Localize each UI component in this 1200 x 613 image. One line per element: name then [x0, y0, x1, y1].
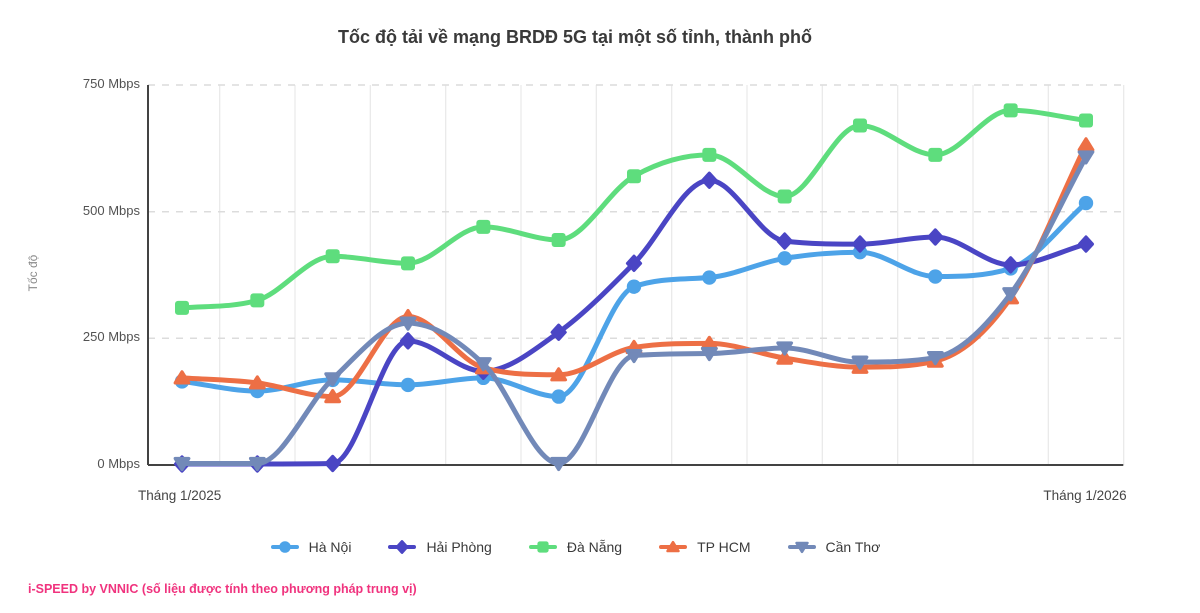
series-line-can-tho[interactable]	[179, 154, 1089, 467]
legend-label-tp-hcm: TP HCM	[697, 539, 751, 555]
legend: Hà Nội Hải Phòng Đà Nẵng TP HCM Cần Thơ	[0, 539, 1150, 555]
series-line-ha-noi[interactable]	[179, 200, 1089, 400]
legend-item-hai-phong[interactable]: Hải Phòng	[387, 539, 492, 555]
series-da-nang	[175, 103, 1093, 315]
point-ha-noi-6[interactable]	[626, 279, 642, 294]
chart-title: Tốc độ tải về mạng BRDĐ 5G tại một số tỉ…	[337, 27, 812, 47]
point-ha-noi-12[interactable]	[1078, 195, 1094, 211]
point-can-tho-8[interactable]	[776, 341, 794, 356]
point-can-tho-9[interactable]	[851, 355, 869, 370]
point-da-nang-8[interactable]	[777, 189, 792, 204]
point-tp-hcm-2[interactable]	[324, 389, 342, 404]
point-da-nang-5[interactable]	[551, 233, 566, 248]
point-can-tho-5[interactable]	[550, 456, 568, 472]
legend-label-ha-noi: Hà Nội	[308, 539, 352, 555]
legend-shape-da-nang[interactable]	[537, 541, 549, 553]
legend-item-can-tho[interactable]: Cần Thơ	[787, 539, 881, 555]
y-tick-500: 500 Mbps	[82, 203, 140, 218]
legend-item-ha-noi[interactable]: Hà Nội	[270, 539, 352, 555]
legend-label-can-tho: Cần Thơ	[825, 539, 881, 555]
series-ha-noi	[174, 195, 1094, 404]
point-hai-phong-11[interactable]	[1002, 256, 1019, 274]
point-da-nang-4[interactable]	[476, 219, 491, 234]
point-ha-noi-5[interactable]	[551, 389, 566, 404]
point-can-tho-12[interactable]	[1077, 150, 1095, 165]
point-can-tho-1[interactable]	[248, 456, 266, 472]
point-can-tho-11[interactable]	[1002, 287, 1020, 302]
point-can-tho-3[interactable]	[399, 316, 417, 331]
point-can-tho-0[interactable]	[173, 456, 191, 472]
point-hai-phong-5[interactable]	[550, 323, 567, 341]
legend-label-hai-phong: Hải Phòng	[426, 539, 492, 555]
legend-shape-can-tho[interactable]	[794, 541, 809, 554]
point-can-tho-6[interactable]	[625, 348, 643, 364]
point-da-nang-0[interactable]	[175, 300, 189, 315]
hai-phong-legend-marker-icon	[388, 540, 417, 554]
point-ha-noi-3[interactable]	[400, 377, 416, 393]
point-ha-noi-8[interactable]	[777, 251, 792, 266]
point-hai-phong-8[interactable]	[776, 232, 793, 250]
point-can-tho-7[interactable]	[700, 346, 718, 362]
point-tp-hcm-8[interactable]	[776, 350, 794, 365]
point-tp-hcm-12[interactable]	[1077, 137, 1095, 152]
point-da-nang-12[interactable]	[1078, 113, 1093, 128]
vertical-gridlines	[219, 85, 1125, 465]
point-da-nang-11[interactable]	[1003, 103, 1018, 118]
legend-shape-tp-hcm[interactable]	[666, 540, 680, 553]
point-hai-phong-9[interactable]	[851, 235, 869, 253]
point-hai-phong-6[interactable]	[625, 254, 643, 273]
legend-label-da-nang: Đà Nẵng	[566, 539, 623, 555]
footer-attribution: i-SPEED by VNNIC (số liệu được tính theo…	[28, 582, 417, 596]
tp-hcm-legend-marker-icon	[659, 540, 688, 553]
series-hai-phong	[173, 171, 1095, 473]
point-da-nang-3[interactable]	[400, 256, 415, 271]
point-hai-phong-3[interactable]	[399, 332, 417, 350]
series-can-tho	[173, 150, 1095, 472]
horizontal-gridlines	[148, 84, 1124, 340]
y-tick-750: 750 Mbps	[82, 76, 140, 91]
legend-shape-hai-phong[interactable]	[395, 540, 409, 554]
point-hai-phong-2[interactable]	[324, 454, 341, 473]
point-tp-hcm-1[interactable]	[248, 375, 266, 390]
point-can-tho-4[interactable]	[474, 357, 492, 372]
y-tick-0: 0 Mbps	[97, 456, 140, 471]
point-hai-phong-10[interactable]	[927, 228, 944, 246]
legend-item-tp-hcm[interactable]: TP HCM	[658, 539, 751, 555]
point-da-nang-7[interactable]	[702, 147, 717, 162]
da-nang-legend-marker-icon	[528, 541, 557, 553]
point-ha-noi-10[interactable]	[928, 269, 943, 284]
can-tho-legend-marker-icon	[787, 541, 816, 554]
point-da-nang-1[interactable]	[250, 293, 265, 308]
point-can-tho-2[interactable]	[324, 372, 342, 387]
point-ha-noi-7[interactable]	[702, 270, 717, 285]
x-label-end: Tháng 1/2026	[1043, 488, 1127, 503]
y-tick-250: 250 Mbps	[82, 329, 140, 344]
ha-noi-legend-marker-icon	[270, 541, 299, 553]
x-label-start: Tháng 1/2025	[138, 488, 222, 503]
point-tp-hcm-5[interactable]	[550, 367, 568, 382]
point-hai-phong-7[interactable]	[701, 171, 718, 189]
series-line-hai-phong[interactable]	[179, 177, 1089, 467]
legend-item-da-nang[interactable]: Đà Nẵng	[528, 539, 622, 555]
point-da-nang-6[interactable]	[626, 169, 641, 184]
legend-shape-ha-noi[interactable]	[278, 541, 291, 553]
point-can-tho-10[interactable]	[926, 350, 944, 366]
point-hai-phong-12[interactable]	[1077, 235, 1095, 253]
point-da-nang-10[interactable]	[928, 147, 943, 162]
y-axis-title: Tốc độ	[26, 254, 40, 292]
point-da-nang-2[interactable]	[325, 249, 340, 264]
point-da-nang-9[interactable]	[852, 118, 867, 133]
point-tp-hcm-0[interactable]	[173, 370, 191, 385]
